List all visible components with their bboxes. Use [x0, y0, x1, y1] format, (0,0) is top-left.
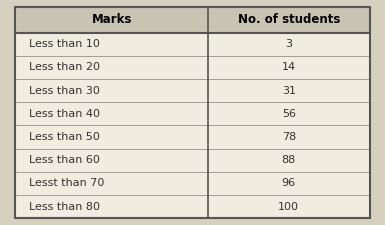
Text: Less than 20: Less than 20	[29, 62, 100, 72]
Text: Lesst than 70: Lesst than 70	[29, 178, 104, 189]
Bar	[15, 7, 370, 33]
Text: 78: 78	[281, 132, 296, 142]
Text: 88: 88	[281, 155, 296, 165]
Text: 56: 56	[282, 109, 296, 119]
Text: 96: 96	[282, 178, 296, 189]
Text: Less than 40: Less than 40	[29, 109, 100, 119]
Text: Marks: Marks	[92, 13, 132, 26]
Text: 3: 3	[285, 39, 292, 49]
Text: 14: 14	[282, 62, 296, 72]
Text: Less than 80: Less than 80	[29, 202, 100, 212]
Text: Less than 10: Less than 10	[29, 39, 100, 49]
Text: Less than 60: Less than 60	[29, 155, 100, 165]
Text: Less than 30: Less than 30	[29, 86, 100, 96]
Text: 31: 31	[282, 86, 296, 96]
Text: Less than 50: Less than 50	[29, 132, 100, 142]
Text: No. of students: No. of students	[238, 13, 340, 26]
Text: 100: 100	[278, 202, 299, 212]
